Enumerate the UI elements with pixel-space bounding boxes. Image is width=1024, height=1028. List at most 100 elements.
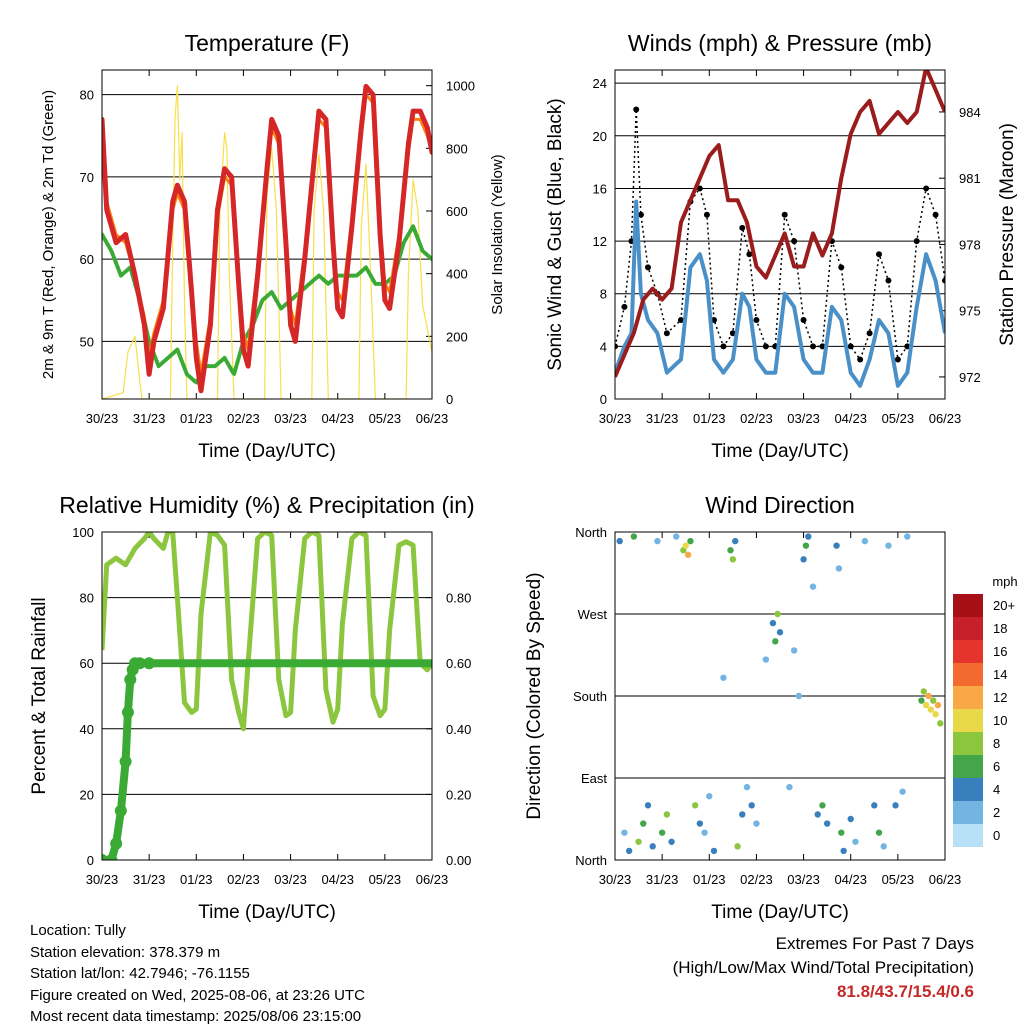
y-tick-label: 20 xyxy=(593,129,607,144)
x-tick-label: 01/23 xyxy=(693,872,726,887)
x-tick-label: 06/23 xyxy=(929,411,962,426)
x-tick-label: 03/23 xyxy=(787,872,820,887)
y2-tick-label: 984 xyxy=(959,105,981,120)
x-tick-label: 05/23 xyxy=(369,872,402,887)
colorbar-swatch xyxy=(953,755,983,778)
colorbar-swatch xyxy=(953,824,983,847)
y2-tick-label: 600 xyxy=(446,204,468,219)
gust-point xyxy=(633,106,640,113)
direction-point xyxy=(621,829,628,836)
gust-point xyxy=(894,356,901,363)
dewpoint-line xyxy=(102,224,432,385)
gust-point xyxy=(791,238,798,245)
y-tick-label: 80 xyxy=(80,591,94,606)
x-tick-label: 05/23 xyxy=(369,411,402,426)
direction-point xyxy=(682,542,689,549)
extremes-subtitle: (High/Low/Max Wind/Total Precipitation) xyxy=(672,958,974,977)
y-tick-label: North xyxy=(575,853,607,868)
x-tick-label: 02/23 xyxy=(740,411,773,426)
x-axis-label: Time (Day/UTC) xyxy=(198,441,336,462)
x-axis-label: Time (Day/UTC) xyxy=(198,902,336,923)
direction-point xyxy=(852,838,859,845)
y-tick-label: 100 xyxy=(72,525,94,540)
direction-point xyxy=(684,551,692,558)
colorbar-swatch xyxy=(953,686,983,709)
direction-point xyxy=(687,537,694,545)
chart-title: Temperature (F) xyxy=(185,30,350,56)
y2-tick-label: 0.40 xyxy=(446,722,471,737)
colorbar-swatch xyxy=(953,594,983,617)
figure-created: Figure created on Wed, 2025-08-06, at 23… xyxy=(30,986,365,1004)
x-tick-label: 31/23 xyxy=(133,411,166,426)
x-tick-label: 05/23 xyxy=(882,872,915,887)
gust-point xyxy=(762,343,769,350)
colorbar-label: 4 xyxy=(993,782,1000,797)
y-tick-label: 80 xyxy=(80,88,94,103)
temperature-chart: Temperature (F) Time (Day/UTC) 30/23 31/23 0… xyxy=(40,30,506,462)
gust-point xyxy=(942,277,945,284)
x-tick-label: 30/23 xyxy=(86,872,119,887)
x-tick-label: 03/23 xyxy=(274,411,307,426)
y-tick-label: 0 xyxy=(87,853,94,868)
gust-point xyxy=(932,211,939,218)
x-tick-label: 06/23 xyxy=(929,872,962,887)
y2-tick-label: 972 xyxy=(959,370,981,385)
y2-tick-label: 200 xyxy=(446,329,468,344)
gust-point xyxy=(800,317,807,324)
gust-point xyxy=(739,224,746,231)
y2-axis-label: Station Pressure (Maroon) xyxy=(997,123,1018,346)
x-tick-label: 02/23 xyxy=(227,411,260,426)
direction-point xyxy=(800,556,807,563)
x-tick-label: 06/23 xyxy=(416,411,449,426)
wind-speed-line xyxy=(615,199,945,388)
x-tick-label: 31/23 xyxy=(133,872,166,887)
y2-tick-label: 978 xyxy=(959,237,981,252)
direction-point xyxy=(805,533,812,540)
x-tick-label: 01/23 xyxy=(180,411,213,426)
precip-point xyxy=(114,804,127,817)
direction-point xyxy=(880,843,887,850)
direction-point xyxy=(786,783,793,791)
direction-point xyxy=(732,537,739,545)
x-tick-label: 04/23 xyxy=(834,872,867,887)
gust-point xyxy=(838,264,845,271)
humidity-precip-chart: Relative Humidity (%) & Precipitation (i… xyxy=(29,492,475,923)
direction-point xyxy=(892,802,899,809)
x-axis-label: Time (Day/UTC) xyxy=(711,441,849,462)
y2-tick-label: 0.20 xyxy=(446,787,471,802)
colorbar-label: 10 xyxy=(993,713,1007,728)
winds-pressure-chart: Winds (mph) & Pressure (mb) Time (Day/UTC… xyxy=(545,30,1018,462)
x-tick-label: 03/23 xyxy=(787,411,820,426)
gust-point xyxy=(876,251,882,258)
y2-tick-label: 0.80 xyxy=(446,591,471,606)
gust-point xyxy=(678,317,684,324)
direction-point xyxy=(932,711,939,718)
direction-point xyxy=(658,829,666,836)
x-tick-label: 04/23 xyxy=(321,411,354,426)
pressure-line xyxy=(615,70,945,378)
colorbar-swatch xyxy=(953,663,983,686)
y-tick-label: 20 xyxy=(80,787,94,802)
y2-tick-label: 800 xyxy=(446,141,468,156)
precip-point xyxy=(124,673,137,686)
x-tick-label: 01/23 xyxy=(180,872,213,887)
direction-point xyxy=(710,847,718,855)
x-axis-label: Time (Day/UTC) xyxy=(711,902,849,923)
colorbar-label: 18 xyxy=(993,621,1007,636)
x-tick-label: 31/23 xyxy=(646,411,679,426)
colorbar-swatch xyxy=(953,709,983,732)
direction-point xyxy=(691,802,699,809)
station-latlon: Station lat/lon: 42.7946; -76.1155 xyxy=(30,965,250,982)
x-tick-label: 04/23 xyxy=(834,411,867,426)
direction-point xyxy=(904,533,911,540)
direction-point xyxy=(673,533,680,540)
colorbar-label: 2 xyxy=(993,805,1000,820)
direction-point xyxy=(644,802,652,809)
direction-point xyxy=(795,692,803,700)
y-tick-label: 24 xyxy=(593,76,607,91)
direction-point xyxy=(918,697,925,704)
plot-frame xyxy=(101,531,433,861)
x-tick-label: 02/23 xyxy=(740,872,773,887)
direction-point xyxy=(922,701,930,709)
extremes-summary: Extremes For Past 7 Days (High/Low/Max W… xyxy=(673,932,974,1004)
